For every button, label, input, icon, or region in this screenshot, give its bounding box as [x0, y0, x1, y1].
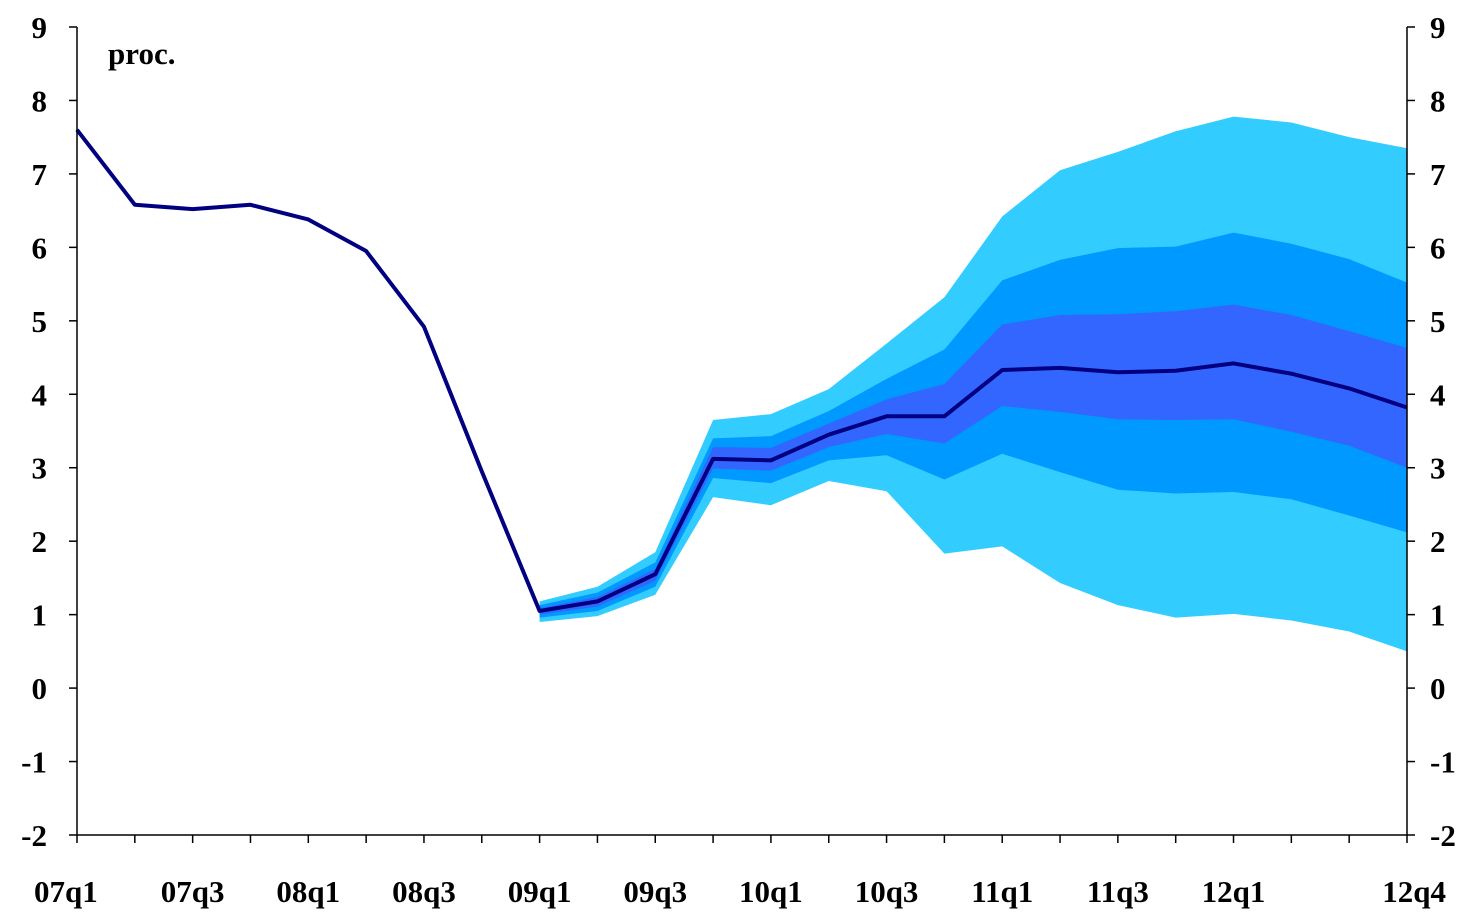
left-y-tick-label: 7	[32, 157, 48, 192]
x-tick-label: 11q3	[1087, 874, 1149, 909]
left-y-tick-label: 2	[32, 524, 48, 559]
left-y-tick-label: 0	[32, 671, 48, 706]
right-y-tick-label: -2	[1430, 818, 1456, 853]
x-tick-label: 10q1	[739, 874, 803, 909]
x-tick-label: 08q3	[392, 874, 456, 909]
right-y-tick-label: -1	[1430, 745, 1456, 780]
x-tick-label: 11q1	[971, 874, 1033, 909]
left-y-tick-label: 9	[32, 10, 48, 45]
left-y-tick-label: -2	[21, 818, 47, 853]
right-y-tick-label: 1	[1430, 598, 1446, 633]
right-y-tick-label: 2	[1430, 524, 1446, 559]
x-tick-label: 09q1	[508, 874, 572, 909]
x-tick-label: 12q1	[1202, 874, 1266, 909]
right-y-tick-label: 5	[1430, 304, 1446, 339]
right-y-tick-label: 7	[1430, 157, 1446, 192]
unit-label: proc.	[108, 36, 175, 71]
left-y-tick-label: 1	[32, 598, 48, 633]
x-tick-label: 09q3	[623, 874, 687, 909]
x-tick-label: 08q1	[276, 874, 340, 909]
left-y-tick-label: 4	[32, 377, 48, 412]
left-y-tick-label: 6	[32, 230, 48, 265]
axes	[69, 26, 1415, 843]
right-y-tick-label: 4	[1430, 377, 1446, 412]
left-y-tick-label: -1	[21, 745, 47, 780]
fan-bands	[539, 116, 1407, 652]
x-tick-label: 10q3	[855, 874, 919, 909]
band-30-area	[539, 304, 1407, 615]
x-tick-label: 07q3	[161, 874, 225, 909]
right-y-tick-label: 6	[1430, 230, 1446, 265]
x-tick-label: 12q4	[1382, 874, 1446, 909]
left-y-tick-label: 3	[32, 451, 48, 486]
left-y-tick-label: 8	[32, 83, 48, 118]
right-y-tick-label: 8	[1430, 83, 1446, 118]
left-y-tick-label: 5	[32, 304, 48, 339]
right-y-tick-label: 3	[1430, 451, 1446, 486]
x-tick-label: 07q1	[34, 874, 98, 909]
right-y-tick-label: 9	[1430, 10, 1446, 45]
tick-labels: 9 9 8 8 7 7 6 6 5 5 4 4 3 3 2 2 1 1 0 0 -1 -1 -2 -2 07q1 07q3 08q1…	[21, 10, 1456, 909]
central-line	[75, 128, 1408, 613]
right-y-tick-label: 0	[1430, 671, 1446, 706]
series-lines	[75, 128, 1408, 613]
